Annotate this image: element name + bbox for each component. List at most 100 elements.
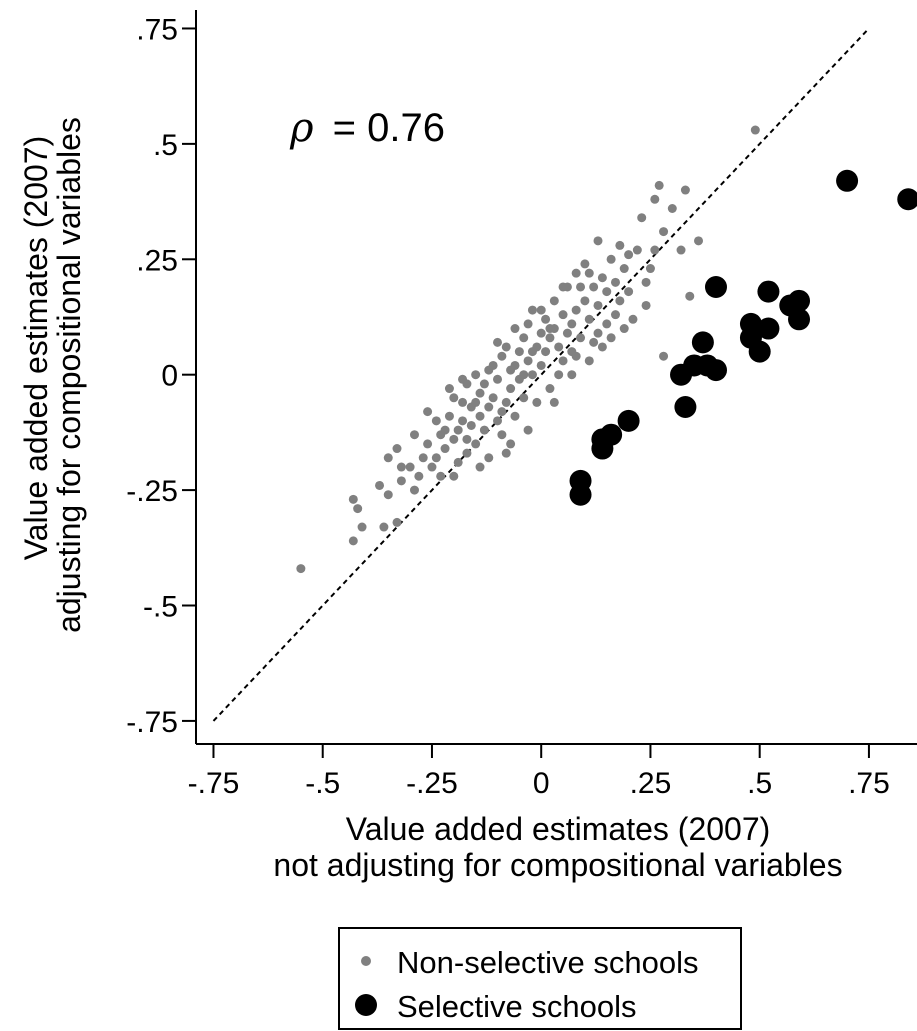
reference-line-layer	[212, 27, 870, 722]
point-non-selective	[536, 360, 546, 370]
point-non-selective	[418, 453, 428, 463]
point-non-selective	[589, 337, 599, 347]
point-non-selective	[541, 347, 551, 357]
point-selective	[704, 359, 727, 382]
point-non-selective	[506, 365, 516, 375]
point-non-selective	[584, 268, 594, 278]
rho-value: = 0.76	[333, 106, 445, 150]
point-non-selective	[458, 374, 468, 384]
point-non-selective	[545, 324, 555, 334]
point-selective	[617, 409, 640, 432]
point-non-selective	[471, 397, 481, 407]
point-non-selective	[519, 333, 529, 343]
point-non-selective	[632, 245, 642, 255]
point-non-selective	[667, 204, 677, 214]
point-non-selective	[615, 296, 625, 306]
legend-label-selective: Selective schools	[397, 989, 637, 1024]
point-non-selective	[375, 480, 385, 490]
point-non-selective	[567, 319, 577, 329]
y-tick-label: .5	[153, 129, 178, 162]
legend-box	[338, 927, 742, 1030]
point-non-selective	[510, 324, 520, 334]
reference-line	[212, 27, 870, 722]
point-selective	[836, 169, 859, 192]
x-tick-label: -.5	[305, 767, 340, 800]
y-tick-label: -.25	[126, 475, 178, 508]
point-non-selective	[475, 411, 485, 421]
point-non-selective	[501, 342, 511, 352]
point-non-selective	[602, 319, 612, 329]
point-non-selective	[453, 425, 463, 435]
point-non-selective	[541, 314, 551, 324]
point-non-selective	[584, 314, 594, 324]
point-selective	[748, 340, 771, 363]
point-non-selective	[624, 250, 634, 260]
point-selective	[788, 308, 811, 331]
x-tick-label: .5	[747, 767, 772, 800]
point-non-selective	[571, 305, 581, 315]
point-non-selective	[650, 194, 660, 204]
point-non-selective	[576, 282, 586, 292]
point-non-selective	[624, 287, 634, 297]
point-non-selective	[571, 351, 581, 361]
rho-symbol: ρ	[289, 105, 314, 151]
point-non-selective	[580, 259, 590, 269]
point-non-selective	[523, 425, 533, 435]
point-non-selective	[532, 397, 542, 407]
x-tick-label: .75	[848, 767, 890, 800]
point-non-selective	[519, 370, 529, 380]
point-non-selective	[497, 430, 507, 440]
point-non-selective	[650, 245, 660, 255]
point-non-selective	[545, 384, 555, 394]
point-non-selective	[593, 300, 603, 310]
point-non-selective	[523, 356, 533, 366]
point-non-selective	[549, 296, 559, 306]
point-non-selective	[484, 453, 494, 463]
point-non-selective	[558, 356, 568, 366]
series-non-selective	[296, 125, 760, 574]
point-selective	[704, 275, 727, 298]
point-non-selective	[615, 240, 625, 250]
point-non-selective	[475, 462, 485, 472]
point-non-selective	[558, 310, 568, 320]
point-non-selective	[527, 370, 537, 380]
point-non-selective	[597, 342, 607, 352]
point-non-selective	[501, 448, 511, 458]
point-non-selective	[436, 430, 446, 440]
point-non-selective	[471, 439, 481, 449]
point-non-selective	[353, 504, 363, 514]
point-non-selective	[628, 314, 638, 324]
point-non-selective	[449, 434, 459, 444]
x-tick-label: -.25	[406, 767, 458, 800]
x-tick-label: 0	[533, 767, 550, 800]
point-non-selective	[348, 536, 358, 546]
point-non-selective	[554, 342, 564, 352]
point-non-selective	[659, 351, 669, 361]
point-non-selective	[392, 444, 402, 454]
point-non-selective	[479, 379, 489, 389]
rho-annotation: ρ = 0.76	[289, 105, 445, 151]
x-axis-title-line1: Value added estimates (2007)	[346, 811, 771, 847]
point-non-selective	[606, 254, 616, 264]
point-non-selective	[497, 351, 507, 361]
point-non-selective	[383, 490, 393, 500]
point-non-selective	[549, 397, 559, 407]
point-non-selective	[423, 407, 433, 417]
point-non-selective	[510, 411, 520, 421]
point-non-selective	[584, 356, 594, 366]
series-selective	[569, 169, 917, 506]
y-tick-label: .75	[136, 13, 178, 46]
point-non-selective	[589, 282, 599, 292]
y-axis-title-line1: Value added estimates (2007)	[18, 136, 54, 561]
point-non-selective	[466, 420, 476, 430]
legend-label-non-selective: Non-selective schools	[397, 945, 699, 980]
point-selective	[691, 331, 714, 354]
point-non-selective	[440, 444, 450, 454]
point-non-selective	[497, 407, 507, 417]
point-selective	[757, 280, 780, 303]
point-non-selective	[444, 411, 454, 421]
point-non-selective	[405, 462, 415, 472]
point-non-selective	[488, 393, 498, 403]
point-selective	[897, 188, 917, 211]
y-tick-label: -.75	[126, 706, 178, 739]
